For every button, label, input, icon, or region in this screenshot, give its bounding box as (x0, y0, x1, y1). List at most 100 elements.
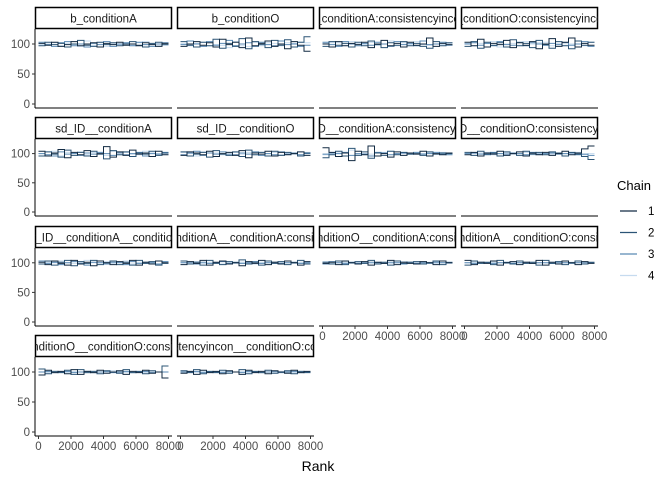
x-tick-label: 8000 (582, 331, 608, 343)
x-tick-label: 8000 (156, 441, 182, 453)
chain-1-trace (180, 259, 311, 267)
y-tick-label: 100 (11, 149, 30, 161)
facet-panel: cor_ID__consistencyincon__conditionO:con… (99, 334, 392, 453)
x-tick-label: 2000 (342, 331, 368, 343)
y-tick-label: 0 (24, 427, 30, 439)
x-tick-label: 2000 (200, 441, 226, 453)
facet-panel: b_conditionA 0 50 100 (11, 6, 173, 111)
y-tick-label: 0 (24, 317, 30, 329)
legend: Chain 1 2 3 4 (617, 178, 655, 283)
x-tick-label: 6000 (549, 331, 575, 343)
legend-label-chain-1: 1 (648, 206, 654, 218)
x-tick-label: 8000 (298, 441, 324, 453)
facet-strip (176, 116, 315, 140)
facet-strip (34, 116, 173, 140)
facet-panel: sd_ID__conditionO (176, 116, 315, 217)
facet-strip-label: b_conditionO:consistencyincon (450, 14, 609, 26)
chain-1-trace (322, 259, 453, 266)
facet-strip-label: sd_ID__conditionA (55, 124, 152, 136)
chain-1-trace (180, 37, 311, 52)
facet-panel: cor_ID__conditionA__conditionA:consisten… (117, 225, 375, 327)
y-tick-label: 100 (11, 258, 30, 270)
chain-1-trace (322, 145, 453, 162)
x-tick-label: 8000 (440, 331, 466, 343)
facet-panel: cor_ID__conditionO__conditionA:consisten… (318, 225, 466, 343)
chain-1-trace (180, 150, 311, 159)
chain-1-trace (464, 37, 595, 50)
x-tick-label: 4000 (91, 441, 117, 453)
facet-strip-label: cor_ID__consistencyincon__conditionO:con… (99, 342, 392, 354)
x-tick-label: 2000 (58, 441, 84, 453)
facet-strip-label: b_conditionA:consistencyincon (309, 14, 466, 26)
facet-strip (34, 225, 173, 249)
facet-strip-label: cor_ID__conditionO:consistencyincon (433, 124, 625, 136)
facet-strip-label: b_conditionA (70, 14, 137, 26)
x-tick-label: 0 (319, 331, 325, 343)
y-tick-label: 0 (24, 207, 30, 219)
x-tick-label: 0 (461, 331, 467, 343)
facet-panel: cor_ID__conditionA__conditionO:consisten… (400, 225, 659, 343)
y-tick-label: 50 (17, 178, 30, 190)
legend-title: Chain (617, 178, 651, 193)
facet-strip (318, 225, 457, 249)
x-tick-label: 6000 (265, 441, 291, 453)
facet-panel: cor_ID__conditionA:consistencyincon (292, 116, 483, 217)
chain-1-trace (464, 145, 595, 157)
x-tick-label: 4000 (233, 441, 259, 453)
facet-strip (318, 6, 457, 30)
y-tick-label: 100 (11, 39, 30, 51)
facet-strip-label: cor_ID__conditionA__conditionO (19, 233, 187, 245)
facet-panel: cor_ID__conditionA__conditionO 0 50 100 (11, 225, 187, 329)
y-tick-label: 50 (17, 287, 30, 299)
facet-strip (176, 334, 315, 358)
legend-label-chain-2: 2 (648, 228, 654, 240)
x-tick-label: 0 (177, 441, 183, 453)
chain-2-trace (38, 149, 169, 160)
facet-strip (34, 334, 173, 358)
facet-strip-label: cor_ID__conditionA__conditionO:consisten… (400, 233, 659, 245)
legend-label-chain-4: 4 (648, 271, 655, 283)
facet-strip (460, 116, 599, 140)
x-tick-label: 2000 (484, 331, 510, 343)
chain-1-trace (38, 146, 169, 159)
facet-strip (318, 116, 457, 140)
facet-strip-label: b_conditionO (212, 14, 280, 26)
chain-1-trace (38, 41, 169, 48)
legend-label-chain-3: 3 (648, 249, 654, 261)
x-tick-label: 4000 (517, 331, 543, 343)
facet-strip-label: cor_ID__conditionA__conditionA:consisten… (117, 233, 375, 245)
x-tick-label: 6000 (123, 441, 149, 453)
facet-panel: b_conditionO (176, 6, 315, 109)
facet-panel: b_conditionO:consistencyincon (450, 6, 609, 109)
facet-strip (460, 225, 599, 249)
chain-1-trace (38, 369, 169, 379)
chain-1-trace (322, 37, 453, 49)
chain-1-trace (38, 259, 169, 267)
chain-4-trace (180, 151, 311, 157)
facet-panel: cor_ID__conditionO:consistencyincon (433, 116, 625, 217)
facet-panel: sd_ID__conditionA 0 50 100 (11, 116, 173, 219)
y-tick-label: 0 (24, 99, 30, 111)
facet-strip-label: cor_ID__conditionA:consistencyincon (292, 124, 483, 136)
facet-strip (34, 6, 173, 30)
chain-1-trace (464, 259, 595, 266)
facet-strip-label: cor_ID__conditionO__conditionO:consisten… (0, 342, 234, 354)
facet-panel: b_conditionA:consistencyincon (309, 6, 466, 109)
facet-strip (176, 225, 315, 249)
chain-2-trace (38, 259, 169, 267)
y-tick-label: 50 (17, 397, 30, 409)
x-axis-title: Rank (302, 458, 336, 474)
chain-4-trace (322, 261, 453, 264)
x-tick-label: 6000 (407, 331, 433, 343)
x-tick-label: 0 (35, 441, 41, 453)
facet-panel: cor_ID__conditionO__conditionO:consisten… (0, 334, 234, 453)
facet-strip (176, 6, 315, 30)
facet-strip-label: sd_ID__conditionO (197, 124, 295, 136)
y-tick-label: 50 (17, 69, 30, 81)
facet-strip (460, 6, 599, 30)
chain-1-trace (180, 369, 311, 375)
y-tick-label: 100 (11, 367, 30, 379)
